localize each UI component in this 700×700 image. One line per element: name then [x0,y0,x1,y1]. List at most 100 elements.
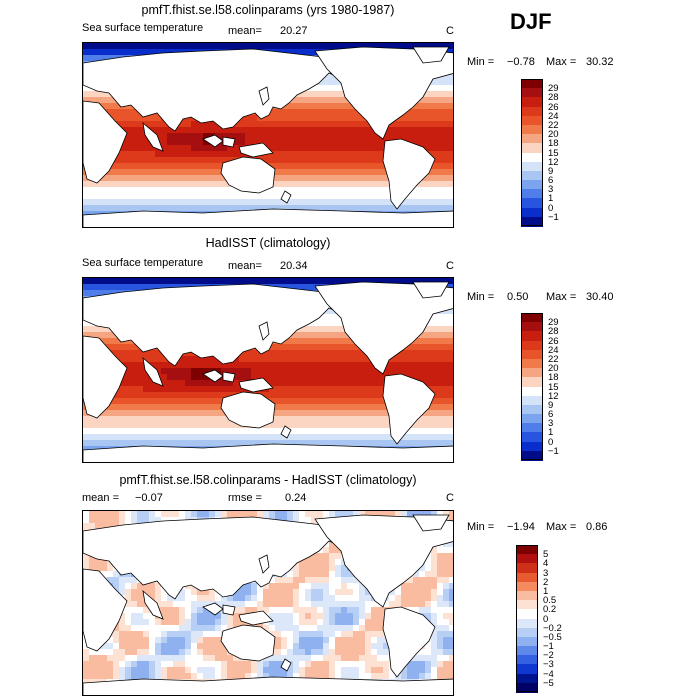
panel3-rmse-label: rmse = [228,492,262,504]
panel2-variable: Sea surface temperature [82,257,204,269]
colorbar-swatch [516,554,538,564]
panel1-map [82,42,454,228]
landmass-outline [142,121,164,152]
colorbar-level-label: 29 [548,317,559,329]
landmass-outline [220,391,276,429]
colorbar-level-label: 26 [548,101,559,113]
colorbar-swatch [521,432,543,443]
colorbar-level-label: 1 [548,427,554,439]
panel3-min: −1.94 [507,521,535,533]
colorbar-level-label: 26 [548,335,559,347]
colorbar-level-label: −0.5 [543,631,562,643]
landmass-outline [314,46,453,140]
colorbar-swatch [521,349,543,360]
panel2-min-label: Min = [467,291,495,303]
panel3-rmse: 0.24 [285,492,307,504]
colorbar-level-label: 6 [548,409,554,421]
colorbar-level-label: 12 [548,390,559,402]
panel1-max-label: Max = [546,56,577,68]
colorbar-level-label: 24 [548,110,559,122]
colorbar-level-label: 0.2 [543,604,557,616]
panel2-mean: 20.34 [280,260,308,272]
landmass-outline [258,321,270,341]
colorbar-frame [516,545,538,692]
colorbar-swatch [521,198,543,209]
colorbar-swatch [521,180,543,190]
panel2-colorbar: 29 28 26 24 22 20 18 15 12 9 6 3 1 0 −1 [521,313,581,461]
landmass-outline [83,48,346,132]
panel3-mean: −0.07 [135,492,163,504]
colorbar-swatch [516,572,538,583]
colorbar-swatch [521,386,543,397]
colorbar-swatch [516,682,538,693]
colorbar-swatch [521,207,543,218]
landmass-outline [83,676,453,695]
colorbar-level-label: 22 [548,353,559,365]
colorbar-level-label: 1 [548,193,554,205]
colorbar-level-label: −1 [543,641,554,653]
panel3-title: pmfT.fhist.se.l58.colinparams - HadISST … [119,473,417,487]
colorbar-swatch [521,331,543,342]
colorbar-level-label: 15 [548,381,559,393]
colorbar-swatch [521,340,543,351]
landmass-outline [314,514,453,608]
colorbar-level-label: 4 [543,558,549,570]
panel3-max-label: Max = [546,521,577,533]
panel2-title: HadISST (climatology) [205,236,331,250]
landmass-outline [83,283,346,367]
panel3-units: C [446,492,454,504]
panel1-min-label: Min = [467,56,495,68]
colorbar-swatch [521,377,543,387]
colorbar-level-label: 3 [548,184,554,196]
panel2-mean-label: mean= [228,260,262,272]
colorbar-level-label: 29 [548,83,559,95]
colorbar-swatch [521,441,543,452]
colorbar-swatch [521,106,543,117]
landmass-outline [222,371,236,383]
colorbar-swatch [516,600,538,610]
colorbar-swatch [516,609,538,619]
colorbar-level-label: −0.2 [543,622,562,634]
colorbar-swatch [521,115,543,126]
landmass-outline [280,425,292,439]
colorbar-swatch [521,170,543,181]
colorbar-swatch [521,189,543,199]
colorbar-level-label: 2 [543,576,549,588]
colorbar-level-label: −1 [548,211,559,223]
landmass-outline [382,606,436,678]
colorbar-swatch [516,581,538,592]
landmass-outline [314,281,453,375]
landmass-outline [412,46,450,64]
landmass-outline [222,604,236,616]
panel1-max: 30.32 [586,56,614,68]
landmass-outline [412,281,450,299]
panel2-units: C [446,260,454,272]
colorbar-level-label: 9 [548,399,554,411]
colorbar-level-label: 28 [548,92,559,104]
colorbar-level-label: 3 [548,418,554,430]
landmass-outline [382,373,436,445]
panel1-units: C [446,25,454,37]
landmass-outline [382,138,436,210]
landmass-outline [238,610,274,626]
colorbar-swatch [521,414,543,424]
colorbar-level-label: 24 [548,344,559,356]
panel3-mean-label: mean = [82,492,119,504]
panel1-mean: 20.27 [280,25,308,37]
colorbar-swatch [516,664,538,675]
colorbar-swatch [516,673,538,684]
colorbar-swatch [521,322,543,332]
landmass-outline [83,100,128,184]
landmass-outline [83,443,453,462]
colorbar-level-label: −3 [543,659,554,671]
colorbar-swatch [521,97,543,108]
colorbar-level-label: −5 [543,677,554,689]
landmass-outline [238,142,274,158]
colorbar-level-label: 3 [543,567,549,579]
landmass-outline [220,156,276,194]
panel3-max: 0.86 [586,521,608,533]
landmass-outline [83,335,128,419]
landmass-outline [222,136,236,148]
panel3-colorbar: 5 4 3 2 1 0.5 0.2 0 −0.2 −0.5 −1 −2 −3 −4 −5 [516,545,576,693]
colorbar-level-label: 0 [548,202,554,214]
